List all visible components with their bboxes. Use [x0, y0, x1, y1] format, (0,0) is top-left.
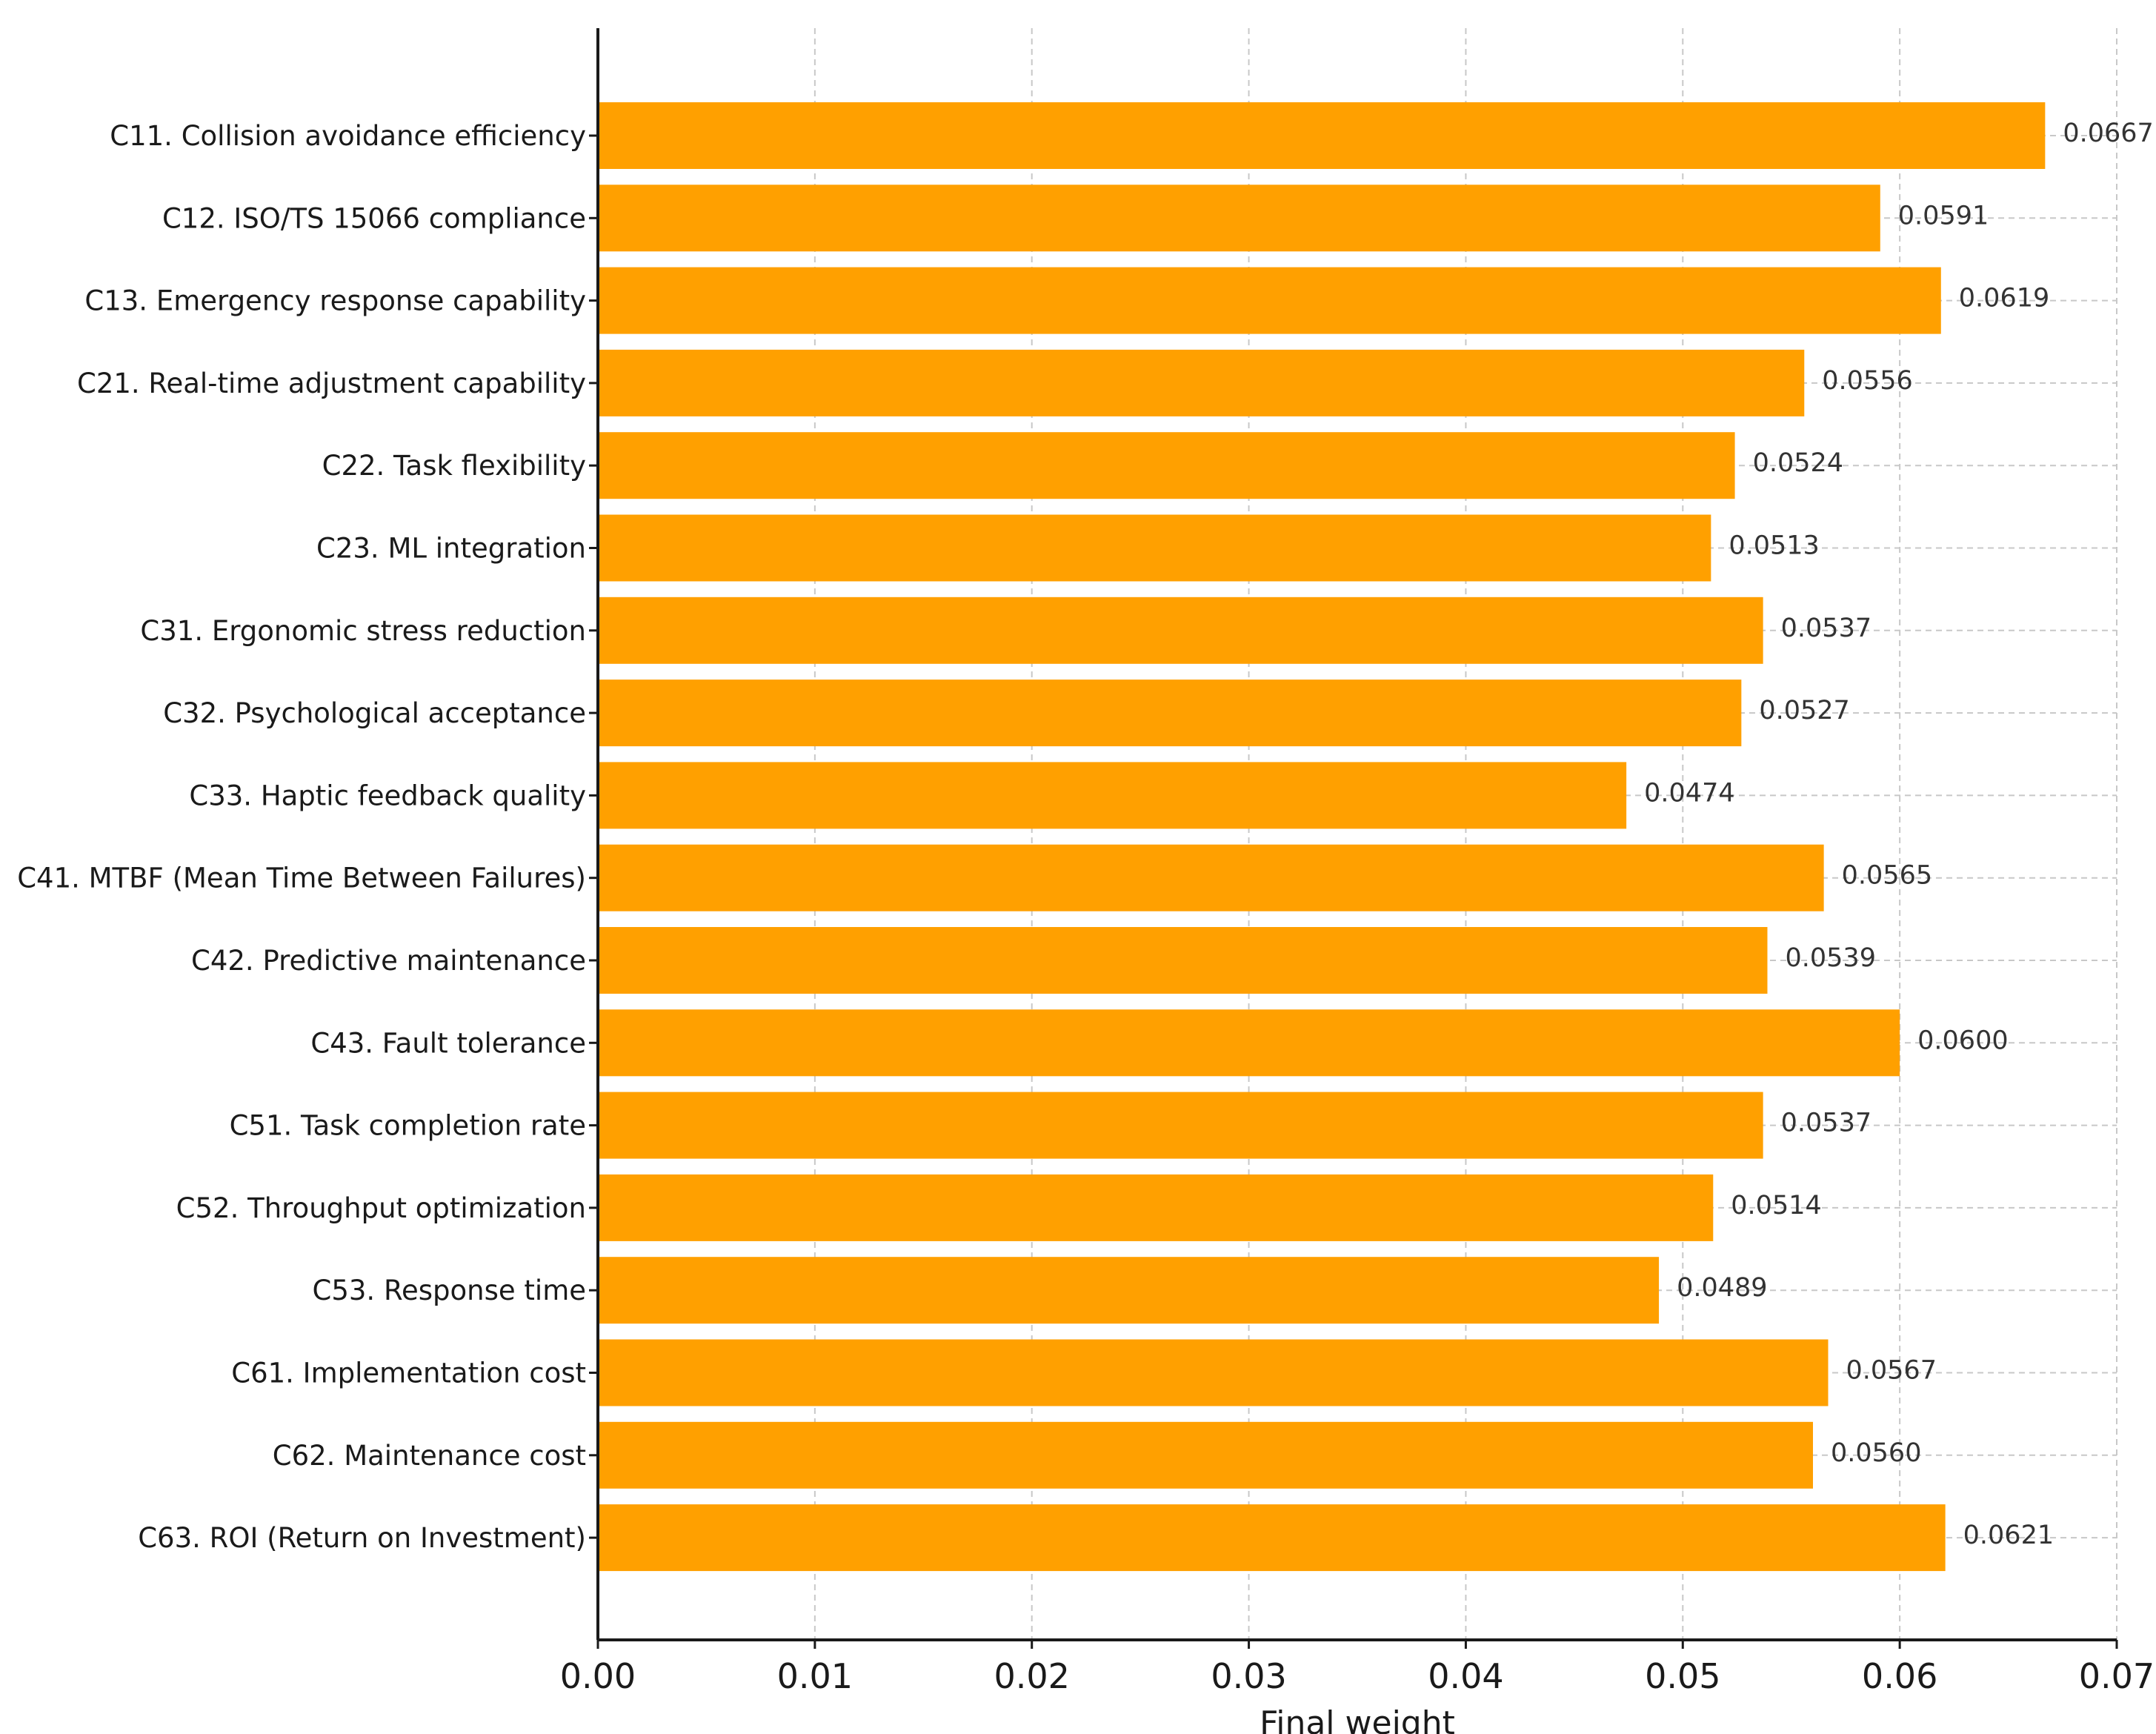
axis-layer [589, 28, 2118, 1649]
value-label: 0.0667 [2063, 119, 2153, 148]
value-label: 0.0621 [1963, 1521, 2054, 1550]
x-tick-label: 0.02 [994, 1656, 1070, 1696]
bar [598, 680, 1742, 747]
category-label: C23. ML integration [316, 533, 586, 565]
x-tick-label: 0.00 [560, 1656, 636, 1696]
bar [598, 1257, 1660, 1324]
category-label: C62. Maintenance cost [273, 1440, 586, 1472]
value-label: 0.0591 [1898, 201, 1989, 230]
category-label: C11. Collision avoidance efficiency [110, 120, 586, 152]
category-label: C41. MTBF (Mean Time Between Failures) [17, 863, 586, 894]
value-label: 0.0514 [1731, 1191, 1821, 1220]
bar [598, 844, 1824, 911]
bar-layer [598, 102, 2046, 1572]
bar [598, 1339, 1829, 1406]
category-label: C63. ROI (Return on Investment) [138, 1522, 586, 1554]
x-tick-label: 0.03 [1211, 1656, 1286, 1696]
value-label: 0.0524 [1753, 448, 1843, 478]
bar [598, 927, 1768, 994]
value-label: 0.0527 [1759, 696, 1849, 725]
value-label: 0.0539 [1786, 943, 1876, 973]
bar [598, 267, 1941, 334]
x-tick-label: 0.07 [2079, 1656, 2155, 1696]
value-label: 0.0556 [1822, 366, 1912, 396]
category-label: C53. Response time [313, 1275, 587, 1306]
category-label: C31. Ergonomic stress reduction [140, 615, 586, 647]
category-label: C51. Task completion rate [230, 1110, 586, 1142]
value-label: 0.0560 [1831, 1438, 1921, 1468]
value-label: 0.0474 [1644, 778, 1734, 808]
value-label: 0.0537 [1781, 1109, 1871, 1138]
bar [598, 1421, 1813, 1489]
bar [598, 514, 1711, 582]
category-label: C13. Emergency response capability [84, 285, 586, 317]
category-label: C42. Predictive maintenance [191, 945, 586, 977]
bar [598, 597, 1763, 664]
category-label: C22. Task flexibility [322, 450, 586, 482]
label-layer: 0.00 0.01 0.02 0.03 0.04 0.05 0.06 0.07 C11. Col… [17, 119, 2155, 1696]
value-label: 0.0619 [1959, 284, 2049, 313]
category-label: C43. Fault tolerance [310, 1027, 586, 1059]
value-label: 0.0489 [1677, 1273, 1767, 1303]
x-axis-title: Final weight [1260, 1704, 1455, 1734]
x-tick-label: 0.06 [1862, 1656, 1937, 1696]
x-tick-label: 0.05 [1645, 1656, 1720, 1696]
bar [598, 1009, 1900, 1077]
bar [598, 349, 1805, 416]
bar [598, 1174, 1714, 1241]
bar [598, 432, 1735, 499]
x-tick-label: 0.04 [1428, 1656, 1503, 1696]
category-label: C61. Implementation cost [231, 1358, 586, 1389]
bar [598, 102, 2046, 169]
category-label: C32. Psychological acceptance [163, 697, 586, 729]
category-label: C12. ISO/TS 15066 compliance [162, 202, 586, 234]
category-label: C21. Real-time adjustment capability [77, 368, 586, 399]
category-label: C52. Throughput optimization [176, 1192, 586, 1224]
bar [598, 1092, 1763, 1159]
bar [598, 1504, 1946, 1572]
value-label: 0.0565 [1842, 861, 1932, 891]
value-label: 0.0513 [1729, 531, 1819, 561]
bar [598, 762, 1627, 829]
category-label: C33. Haptic feedback quality [189, 780, 586, 811]
value-label: 0.0567 [1846, 1356, 1937, 1386]
value-label: 0.0537 [1781, 614, 1871, 643]
value-label: 0.0600 [1917, 1026, 2008, 1055]
x-tick-label: 0.01 [777, 1656, 853, 1696]
bar [598, 185, 1880, 252]
